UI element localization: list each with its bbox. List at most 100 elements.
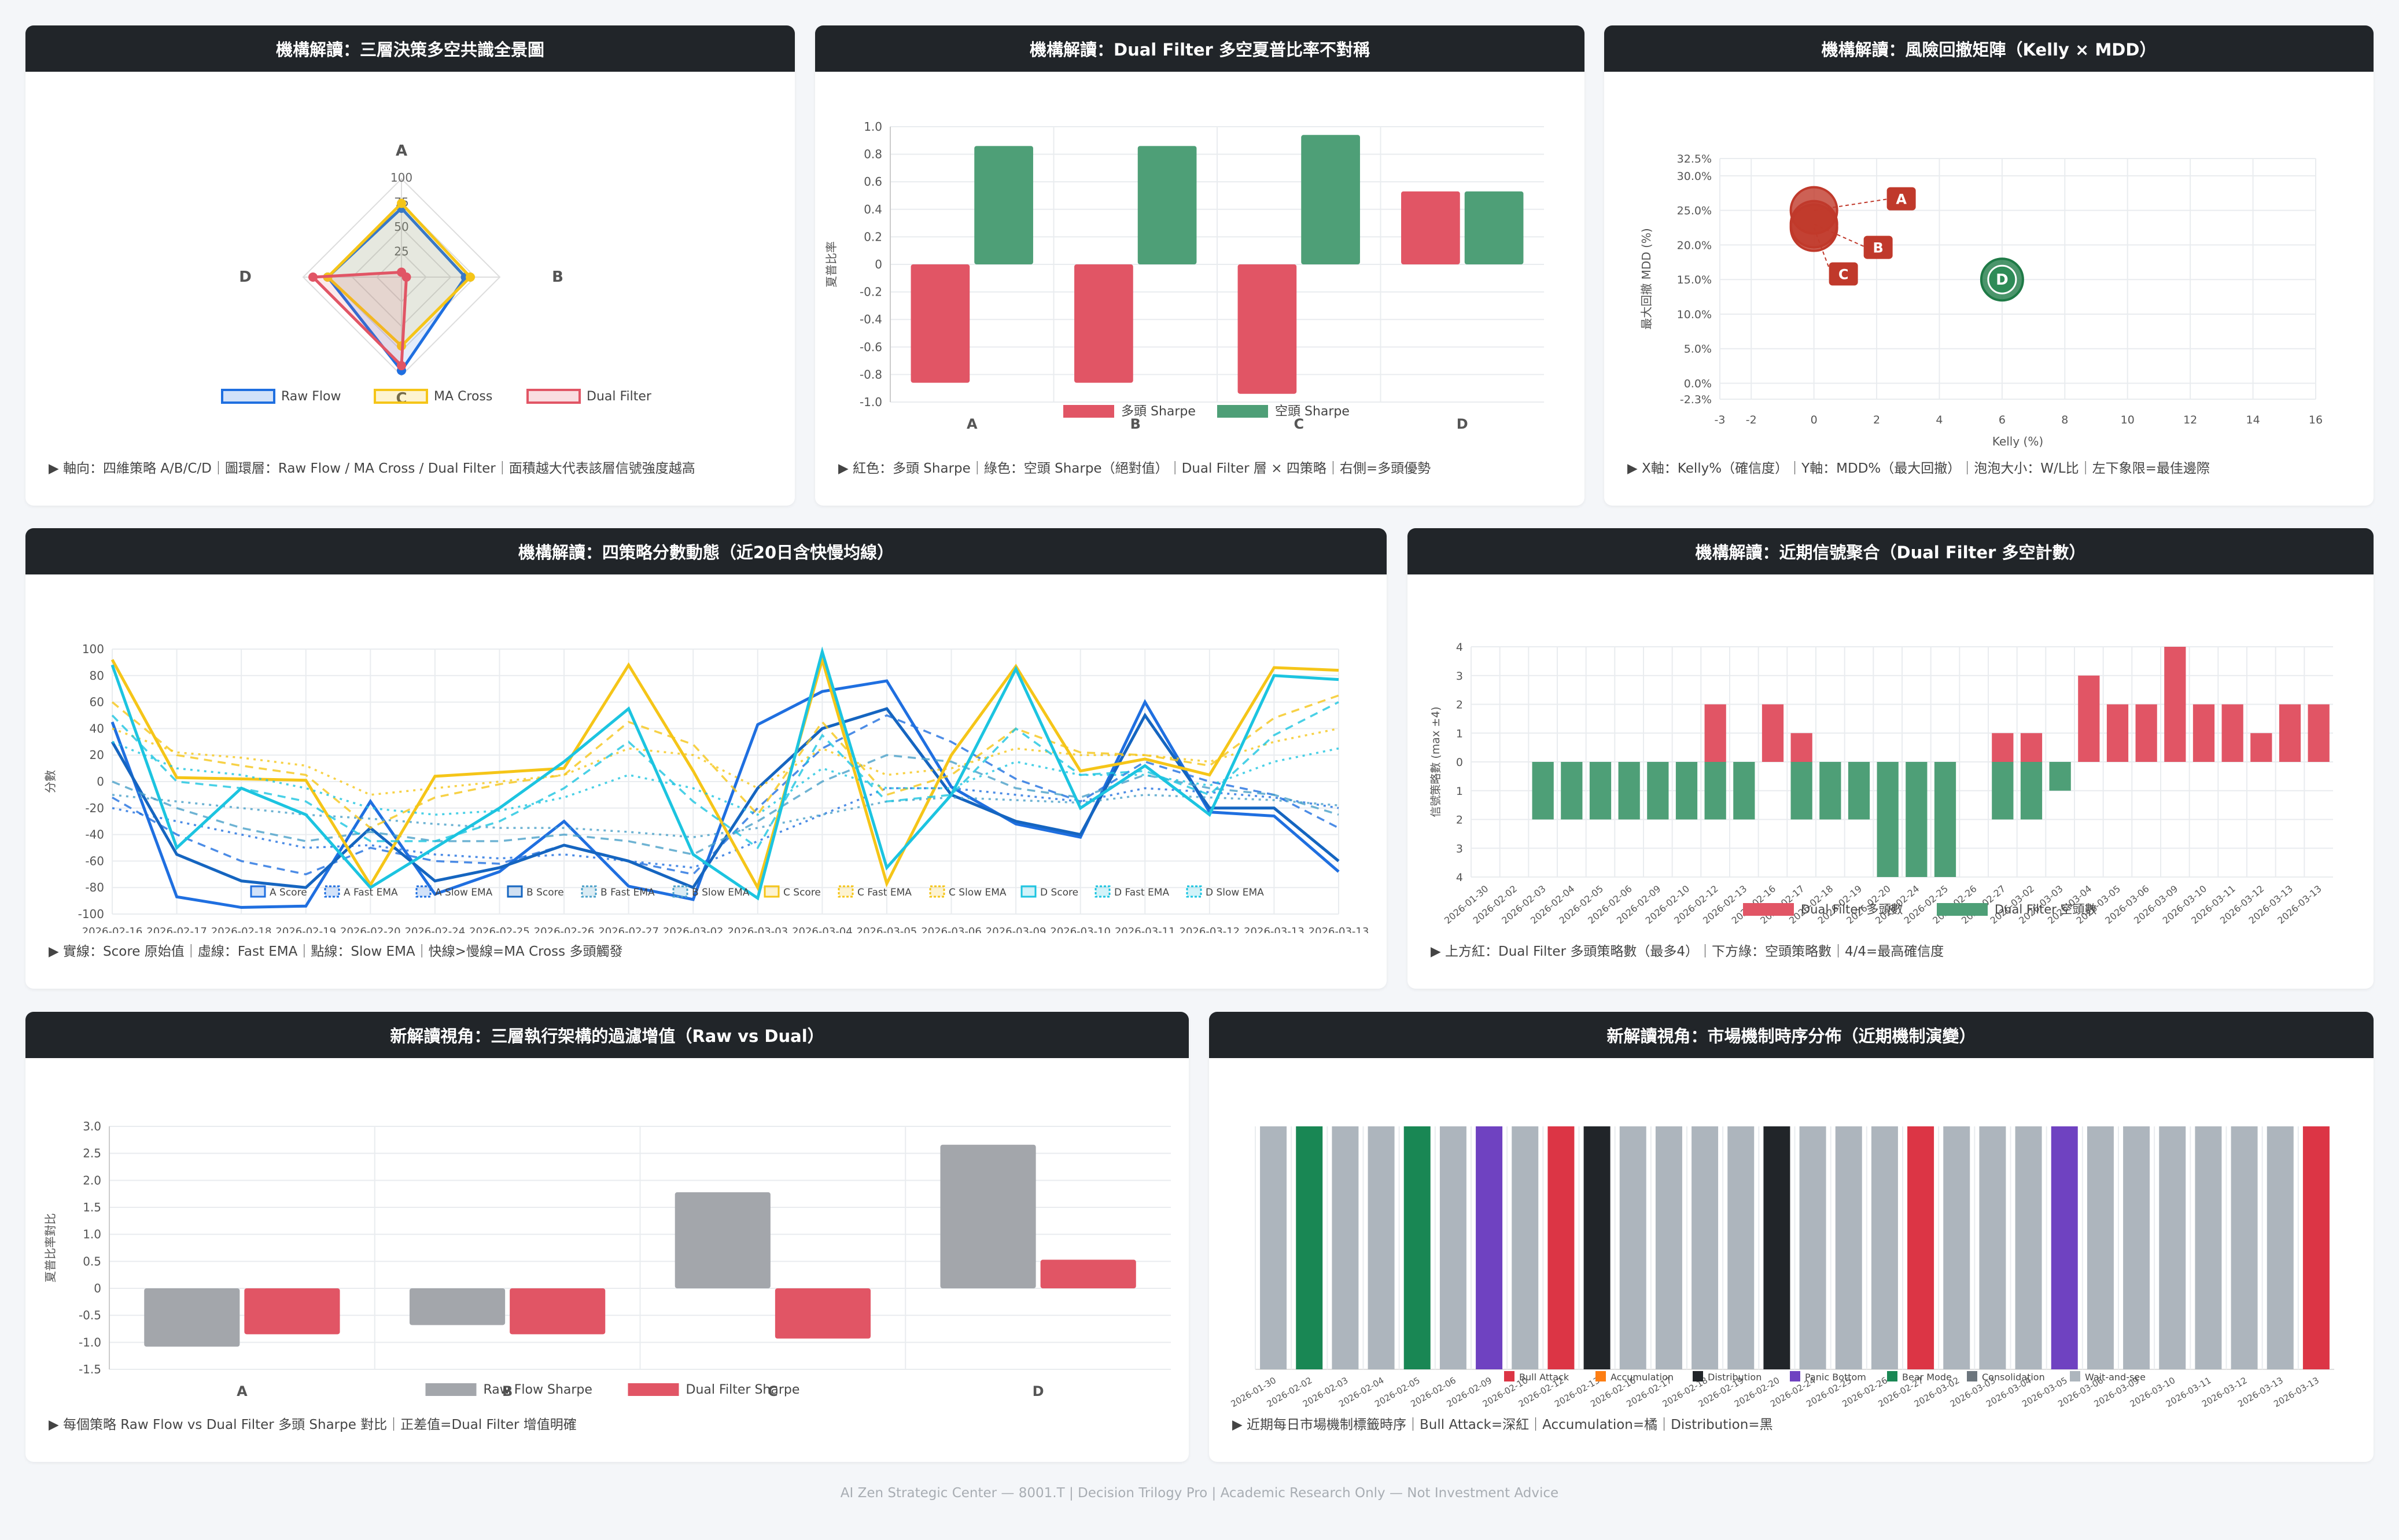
signal-bar [2250,733,2272,762]
radar-tick-label: 50 [394,220,408,234]
bubble-point [1789,203,1838,252]
y-tick-label: 25.0% [1677,205,1712,218]
y-tick-label: 0 [1456,756,1463,769]
legend-swatch [1790,1371,1800,1381]
x-tick-label: 2026-03-04 [792,926,853,933]
legend-swatch [1743,903,1794,916]
legend-label: Dual Filter 多頭數 [1801,902,1903,916]
legend-label: Bull Attack [1519,1372,1569,1383]
y-tick-label: 3.0 [83,1119,101,1133]
legend-swatch [1967,1371,1977,1381]
bubble-caption: ▶ X軸：Kelly%（確信度）｜Y軸：MDD%（最大回撤）｜泡泡大小：W/L比… [1627,461,2210,476]
raw-dual-panel: 新解讀視角：三層執行架構的過濾增值（Raw vs Dual） 3.0 2.5 2.0… [25,1012,1189,1462]
regime-panel: 新解讀視角：市場機制時序分佈（近期機制演變） 2026-01-30 2026-02… [1209,1012,2374,1462]
y-tick-label: 1.0 [83,1228,101,1241]
x-tick-label: 2026-03-03 [727,926,788,933]
signal-bar [1733,762,1755,820]
legend-label: C Fast EMA [857,887,912,898]
line-series [111,694,1339,830]
category-label: B [1130,416,1141,432]
signals-caption: ▶ 上方紅：Dual Filter 多頭策略數（最多4）｜下方綠：空頭策略數｜4… [1431,944,1944,959]
bubble-tag [1829,262,1858,286]
x-tick-label: 2026-03-09 [986,926,1046,933]
y-tick-label: 4 [1456,871,1463,884]
signal-bar [1704,762,1726,820]
x-tick-label: 2026-02-19 [275,926,336,933]
bar [1464,191,1524,264]
bar [940,1144,1036,1288]
radar-panel-title: 機構解讀：三層決策多空共識全景圖 [25,25,795,72]
y-tick-label: 20 [90,748,104,762]
signal-bar [2279,704,2301,762]
lines-panel: 機構解讀：四策略分數動態（近20日含快慢均線） 100 80 60 40 20 0 -20 -… [25,528,1387,989]
signal-bar [1934,762,1956,877]
y-tick-label: 1.5 [83,1200,101,1214]
y-tick-label: -2.3% [1680,393,1712,406]
bar [244,1288,340,1335]
signals-panel: 機構解讀：近期信號聚合（Dual Filter 多空計數） 4 3 2 1 0 1 2 3 4 信… [1407,528,2374,989]
bar [974,146,1033,264]
category-label: C [1294,416,1304,432]
legend-swatch [628,1383,679,1396]
x-tick-label: 2 [1873,414,1880,426]
bubble-inner [1987,264,2017,294]
y-tick-label: 15.0% [1677,274,1712,286]
x-tick-label: 0 [1811,414,1818,426]
legend-label: Dual Filter Sharpe [686,1383,800,1397]
legend-label: B Score [526,887,564,898]
legend-swatch [672,885,688,898]
x-tick-label: 2026-03-12 [1180,926,1240,933]
legend-swatch [581,885,597,898]
regime-bar [2087,1126,2114,1369]
legend-label: D Slow EMA [1206,887,1264,898]
radar-tick-label: 100 [390,171,412,185]
regime-bar [2195,1126,2222,1369]
regime-bar [2267,1126,2294,1369]
y-tick-label: 60 [90,695,104,709]
line-series [112,740,1339,816]
legend-swatch [929,885,945,898]
legend-swatch [507,885,523,898]
y-axis-title: 分數 [43,770,57,793]
legend-swatch [1504,1371,1514,1381]
radar-legend-label: Raw Flow [281,389,341,404]
x-tick-label: 2026-03-02 [663,926,724,933]
category-label: D [1457,416,1468,432]
regime-bar [1296,1126,1323,1369]
regime-bar [2015,1126,2042,1369]
regime-bar [1403,1126,1431,1369]
line-series [112,714,1339,876]
signal-bar [1877,762,1899,877]
x-tick-label: 14 [2246,414,2260,426]
regime-panel-title: 新解讀視角：市場機制時序分佈（近期機制演變） [1209,1012,2374,1058]
signal-bar [1561,762,1583,820]
bubble-label: D [1996,271,2009,289]
bubble-tag [1863,235,1893,259]
radar-point [308,272,318,282]
legend-swatch [764,885,780,898]
category-label: A [967,416,978,432]
bar [144,1288,240,1347]
y-tick-label: -0.5 [79,1309,101,1322]
signal-bar [1992,733,2014,762]
bubble-panel: 機構解讀：風險回撤矩陣（Kelly × MDD） 32.5% 30.0% 25.0%… [1604,25,2374,506]
regime-bar [1655,1126,1682,1369]
legend-label: Raw Flow Sharpe [484,1383,592,1397]
bubble-label: B [1873,240,1883,256]
line-series [112,727,1339,796]
bar [1401,191,1460,264]
signal-bar [2164,647,2186,762]
bar [409,1288,506,1325]
x-tick-label: 12 [2183,414,2197,426]
signal-bar [2049,762,2071,791]
y-tick-label: 20.0% [1677,239,1712,252]
legend-swatch [1186,885,1202,898]
signal-bar [2221,704,2243,762]
legend-swatch [250,885,266,898]
signal-bar [1704,704,1726,762]
radar-panel: 機構解讀：三層決策多空共識全景圖 255075100ABCDRaw FlowMA… [25,25,795,506]
category-label: C [768,1383,778,1399]
y-tick-label: 2 [1456,699,1463,712]
y-tick-label: -20 [85,801,104,815]
regime-bar [2231,1126,2258,1369]
